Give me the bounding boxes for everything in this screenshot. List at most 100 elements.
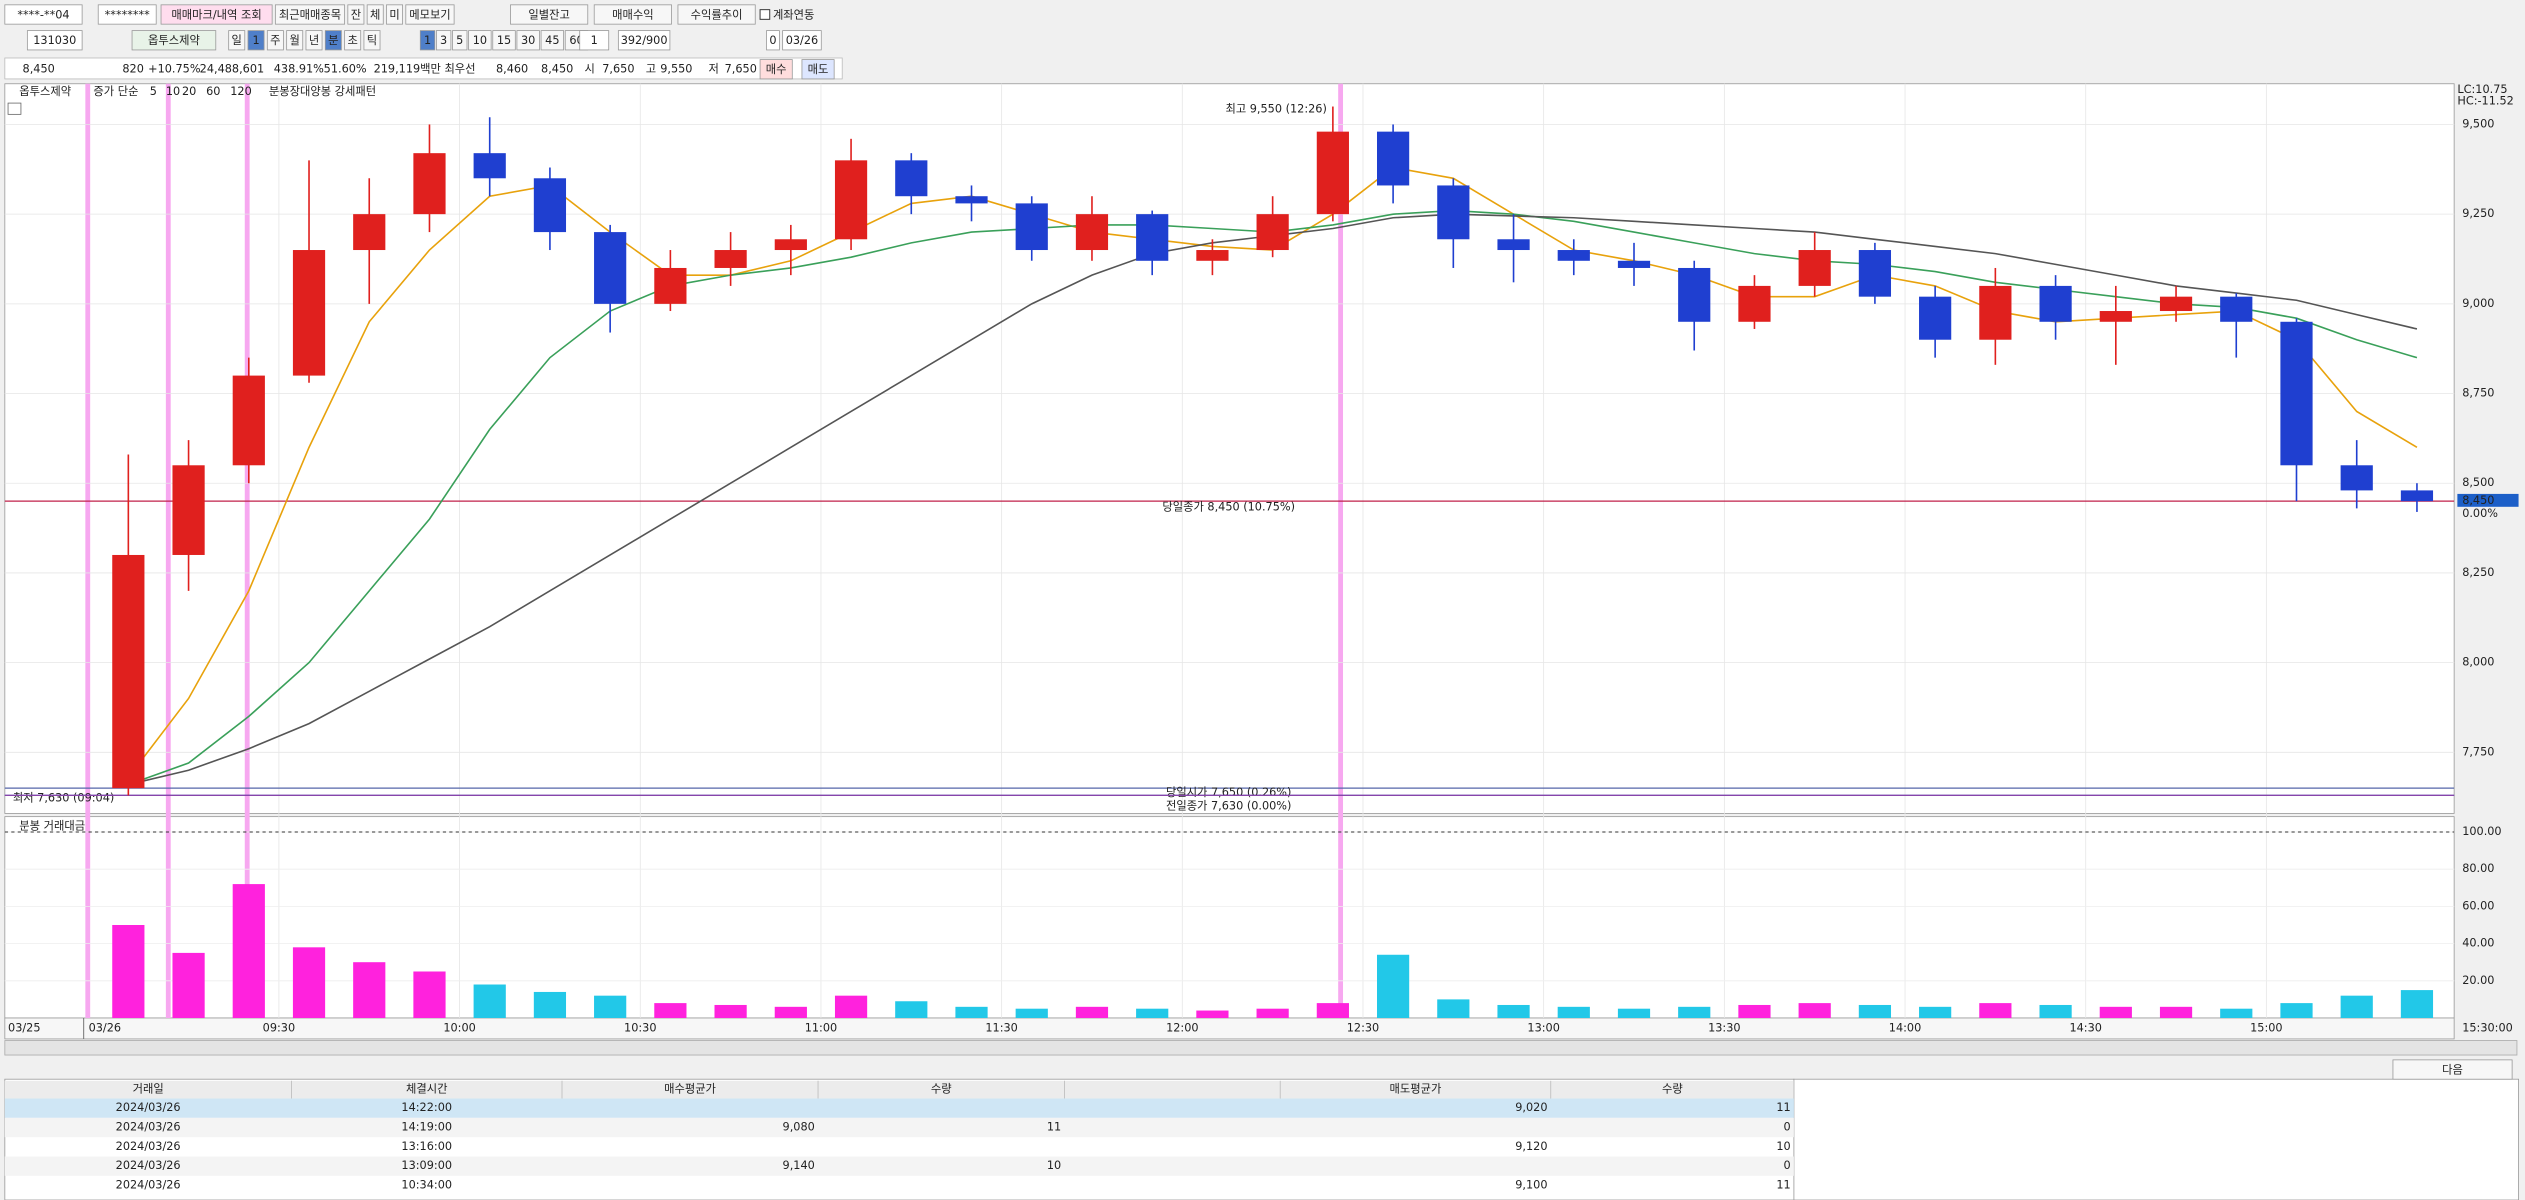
period-button[interactable] [344, 30, 362, 51]
volume-bar [2039, 1004, 2072, 1018]
x-tick-label: 11:00 [805, 1021, 837, 1034]
minute-button[interactable] [540, 30, 565, 51]
toolbar-button[interactable] [405, 4, 455, 25]
toolbar-tab-label: 일별잔고 [528, 7, 569, 21]
period-button[interactable] [247, 30, 265, 51]
name-field[interactable] [131, 30, 217, 51]
toolbar-button[interactable] [274, 4, 346, 25]
password-field-label: ******** [105, 8, 150, 21]
account-field[interactable] [4, 4, 83, 25]
quote-best_label: 최우선 [444, 62, 475, 75]
quote-high: 9,550 [660, 62, 692, 75]
y-tick-label: 80.00 [2462, 862, 2494, 875]
quote-volume_rate: 438.91% [274, 62, 324, 75]
minute-button-label: 10 [473, 34, 487, 47]
code-field[interactable] [26, 30, 83, 51]
volume-bar [2099, 1006, 2132, 1018]
ma-label: 증가 단순 [93, 85, 138, 98]
scrollbar[interactable] [4, 1040, 2518, 1056]
volume-bar [714, 1004, 747, 1018]
range-field[interactable] [617, 30, 671, 51]
volume-bar [1437, 999, 1470, 1018]
quote-amount: 219,119백만 [374, 62, 441, 75]
volume-bar [232, 884, 265, 1018]
table-row-stripe [4, 1117, 1794, 1138]
reference-label: 전일종가 7,630 (0.00%) [1166, 799, 1291, 813]
period-button[interactable] [266, 30, 284, 51]
x-tick-label: 15:00 [2250, 1021, 2282, 1034]
buy-button-label: 매수 [766, 63, 787, 76]
count-field[interactable] [579, 30, 610, 51]
highlights [85, 83, 1344, 1018]
period-button[interactable] [228, 30, 246, 51]
toolbar-tab[interactable] [593, 4, 672, 25]
period-button-label: 주 [270, 34, 280, 47]
volume-bar [1075, 1006, 1109, 1018]
volume-bar [654, 1003, 687, 1018]
table-header-cell: 매수평균가 [664, 1083, 716, 1096]
minute-button[interactable] [435, 30, 452, 51]
sell-button[interactable] [801, 59, 835, 80]
table-row-stripe [4, 1156, 1794, 1176]
toolbar-tab[interactable] [677, 4, 756, 25]
candle-body [1738, 285, 1771, 322]
reference-label: 당일종가 8,450 (10.75%) [1162, 500, 1295, 514]
legend-entry: 120 [230, 85, 252, 98]
table-cell: 10 [1047, 1159, 1061, 1172]
candle-body [473, 153, 506, 179]
volume-bar [1316, 1003, 1349, 1018]
signal-band [85, 83, 91, 1018]
table-blank [1793, 1078, 2519, 1200]
toolbar-button[interactable] [386, 4, 403, 25]
zero-field[interactable] [766, 30, 780, 51]
minute-button[interactable] [468, 30, 492, 51]
minute-button[interactable] [452, 30, 468, 51]
period-button[interactable] [324, 30, 342, 51]
x-tick-label: 13:30 [1708, 1021, 1740, 1034]
period-button[interactable] [305, 30, 323, 51]
zero-field-label: 0 [769, 34, 776, 47]
toolbar-button[interactable] [160, 4, 273, 25]
name-field-label: 옵투스제약 [148, 33, 200, 47]
toolbar-tab[interactable] [510, 4, 589, 25]
volume-bar [292, 947, 326, 1018]
candle-body [2280, 321, 2313, 466]
candle-body [774, 239, 807, 251]
table-cell: 2024/03/26 [116, 1121, 181, 1134]
table-header-cell: 체결시간 [406, 1083, 447, 1096]
period-button[interactable] [363, 30, 381, 51]
minute-button[interactable] [419, 30, 436, 51]
candle-body [1376, 131, 1410, 186]
toolbar-button[interactable] [347, 4, 365, 25]
period-button[interactable] [286, 30, 304, 51]
last-price: 8,450 [2462, 494, 2494, 507]
reference-label: 최저 7,630 (09:04) [13, 792, 114, 805]
period-button-label: 1 [252, 34, 259, 47]
table-cell: 2024/03/26 [116, 1179, 181, 1192]
volume-bar [1557, 1006, 1590, 1018]
date-field[interactable] [782, 30, 822, 51]
period-button-label: 일 [232, 33, 242, 47]
checkbox[interactable] [759, 9, 771, 20]
password-field[interactable] [97, 4, 157, 25]
minute-button-label: 3 [440, 34, 447, 47]
signal-band [165, 83, 171, 1018]
candle-body [232, 375, 265, 466]
table-cell: 0 [1784, 1159, 1791, 1172]
toolbar-button[interactable] [366, 4, 384, 25]
date-label: 03/26 [89, 1021, 121, 1034]
minute-button[interactable] [492, 30, 516, 51]
end-time-label: 15:30:00 [2462, 1021, 2513, 1034]
volume-bar [1798, 1003, 1831, 1018]
x-tick-label: 13:00 [1527, 1021, 1559, 1034]
minute-button[interactable] [516, 30, 540, 51]
table-cell: 2024/03/26 [116, 1101, 181, 1114]
lc-label: LC:10.75 [2457, 83, 2507, 96]
volume-bar [1136, 1008, 1169, 1018]
buy-button[interactable] [759, 59, 793, 80]
period-button-label: 년 [309, 34, 319, 47]
toolbar-button-label: 메모보기 [409, 8, 450, 21]
legend-entry: 5 [150, 85, 157, 98]
next-button[interactable] [2392, 1059, 2513, 1080]
